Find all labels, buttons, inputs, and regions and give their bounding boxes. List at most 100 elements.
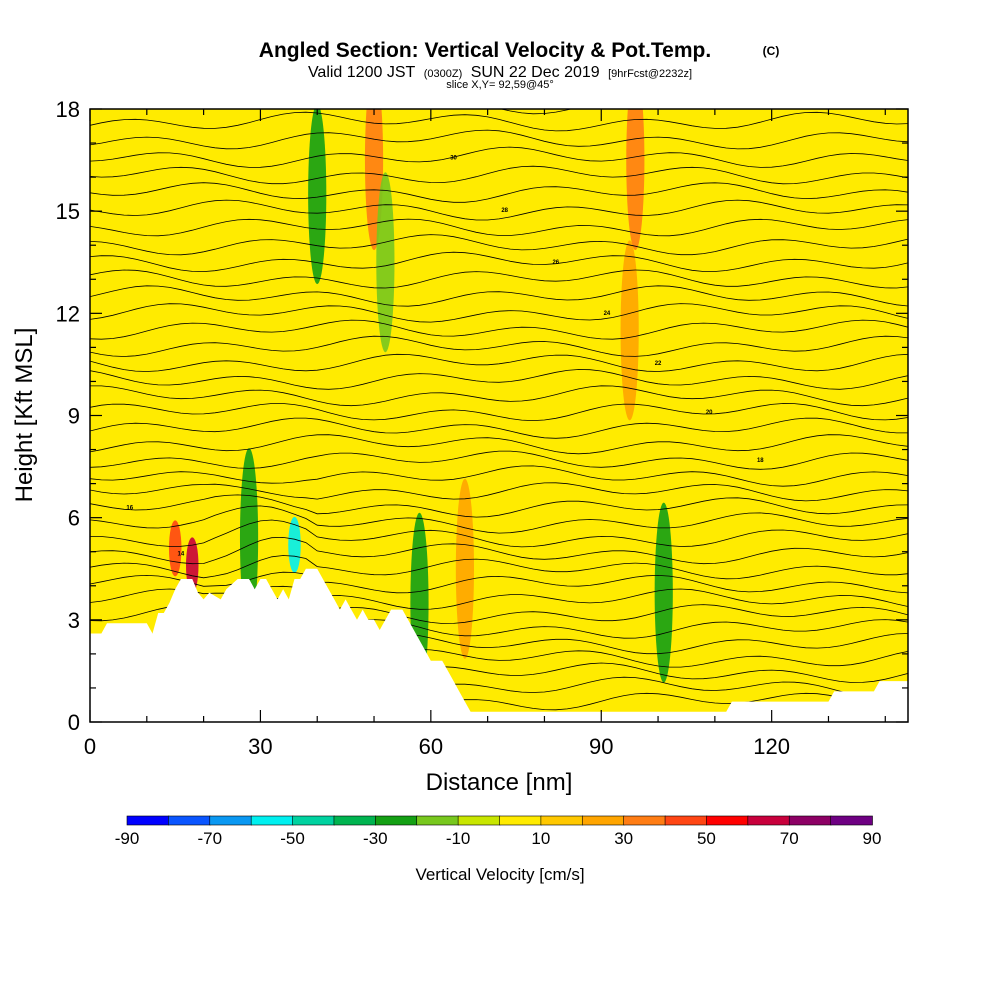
x-tick-label: 60 <box>419 734 443 759</box>
valid-time: Valid 1200 JST <box>308 64 416 81</box>
isentrope-line <box>90 519 908 548</box>
x-axis: 0 30 60 90 120 <box>84 109 886 759</box>
isentrope-line <box>90 353 908 372</box>
isentrope-line <box>90 417 908 439</box>
colorbar-swatch <box>375 815 418 826</box>
x-tick-label: 90 <box>589 734 613 759</box>
colorbar-tick-label: -10 <box>446 829 471 848</box>
forecast-info: [9hrFcst@2232z] <box>608 68 692 80</box>
isentrope-line <box>90 22 908 39</box>
isentrope-line <box>90 450 908 470</box>
isentrope-label: 28 <box>501 208 508 214</box>
isentrope-label: 30 <box>450 155 457 161</box>
isentrope-label: 20 <box>706 410 713 416</box>
isentrope-label: 32 <box>399 102 406 108</box>
colorbar-tick-label: -30 <box>363 829 388 848</box>
isentrope-label: 26 <box>552 260 559 266</box>
colorbar-swatch <box>581 815 625 826</box>
velocity-features <box>168 109 673 693</box>
isentrope-line <box>90 555 908 580</box>
isentrope-label: 16 <box>126 505 133 511</box>
isentrope-line <box>90 303 908 323</box>
y-tick-label: 3 <box>68 608 80 633</box>
velocity-feature <box>654 502 673 683</box>
colorbar-tick-label: -90 <box>115 829 140 848</box>
x-tick-label: 0 <box>84 734 96 759</box>
isentrope-line <box>90 505 908 534</box>
terrain <box>90 568 908 722</box>
colorbar-tick-label: 10 <box>531 829 550 848</box>
y-tick-label: 0 <box>68 710 80 735</box>
colorbar-tick-label: -70 <box>197 829 222 848</box>
isentropes <box>90 22 908 711</box>
velocity-feature <box>308 109 327 285</box>
isentrope-line <box>90 482 908 502</box>
colorbar-swatch <box>788 815 832 826</box>
isentrope-line <box>90 571 908 594</box>
colorbar-label: Vertical Velocity [cm/s] <box>415 865 584 884</box>
velocity-feature <box>168 520 182 577</box>
slice-info: slice X,Y= 92,59@45° <box>446 79 554 91</box>
colorbar-swatch <box>292 815 335 826</box>
x-axis-label: Distance [nm] <box>426 769 573 796</box>
isentrope-line <box>90 494 908 518</box>
isentrope-label: 18 <box>757 458 764 464</box>
colorbar-swatch <box>250 815 294 826</box>
colorbar-swatch <box>830 815 873 826</box>
colorbar-ticks: -90 -70 -50 -30 -10 10 30 50 70 90 <box>115 829 882 848</box>
chart-subtitle: Valid 1200 JST (0300Z) SUN 22 Dec 2019 [… <box>308 64 692 81</box>
isentrope-line <box>90 251 908 273</box>
isentrope-line <box>90 199 908 221</box>
colorbar-swatch <box>623 815 666 826</box>
y-axis-label: Height [Kft MSL] <box>11 328 38 503</box>
isentrope-line <box>90 369 908 390</box>
isentrope-line <box>90 335 908 357</box>
velocity-feature <box>376 172 395 353</box>
colorbar-tick-label: 70 <box>780 829 799 848</box>
isentrope-line <box>90 385 908 407</box>
colorbar-swatch <box>126 815 170 826</box>
colorbar-swatch <box>706 815 749 826</box>
isentrope-line <box>90 536 908 565</box>
plot-area: 810121416182022242628303234 <box>90 22 908 722</box>
colorbar-swatch <box>168 815 211 826</box>
colorbar-tick-label: 90 <box>863 829 882 848</box>
isentrope-line <box>90 465 908 487</box>
isentrope-line <box>90 434 908 455</box>
colorbar-tick-label: -50 <box>280 829 305 848</box>
isentrope-line <box>90 146 908 168</box>
valid-date: SUN 22 Dec 2019 <box>471 64 600 81</box>
isentrope-line <box>90 129 908 150</box>
y-tick-label: 12 <box>56 301 80 326</box>
y-tick-label: 18 <box>56 97 80 122</box>
y-tick-label: 6 <box>68 506 80 531</box>
colorbar-tick-label: 50 <box>697 829 716 848</box>
colorbar-swatch <box>457 815 501 826</box>
colorbar-swatch <box>333 815 377 826</box>
colorbar-swatch <box>540 815 584 826</box>
chart-title: Angled Section: Vertical Velocity & Pot.… <box>259 39 711 62</box>
y-tick-label: 15 <box>56 199 80 224</box>
colorbar <box>126 815 873 826</box>
y-tick-label: 9 <box>68 404 80 429</box>
isentrope-line <box>90 182 908 203</box>
isentrope-line <box>90 165 908 185</box>
colorbar-tick-label: 30 <box>614 829 633 848</box>
isentrope-line <box>90 319 908 340</box>
velocity-feature <box>288 516 301 573</box>
colorbar-swatch <box>416 815 459 826</box>
chart-title-suffix: (C) <box>763 44 780 58</box>
isentrope-label: 24 <box>604 311 611 317</box>
y-axis: 0 3 6 9 12 15 18 <box>56 97 908 735</box>
colorbar-swatch <box>209 815 252 826</box>
isentrope-line <box>90 234 908 256</box>
velocity-feature <box>455 478 475 659</box>
x-tick-label: 120 <box>753 734 790 759</box>
isentrope-label: 14 <box>178 552 185 558</box>
isentrope-line <box>90 285 908 307</box>
valid-utc: (0300Z) <box>424 68 463 80</box>
isentrope-label: 22 <box>655 361 662 367</box>
velocity-feature <box>626 109 645 251</box>
isentrope-line <box>90 403 908 422</box>
